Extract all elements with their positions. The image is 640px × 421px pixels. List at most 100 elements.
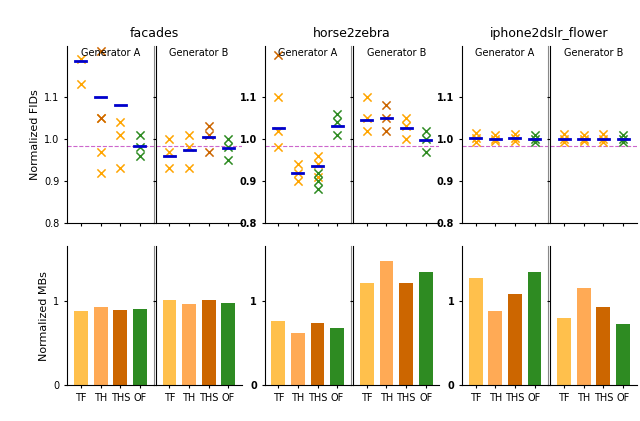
Point (312, 161, 323, 168)
Point (559, 139, 569, 145)
Point (598, 135, 609, 142)
Point (470, 135, 481, 141)
Point (135, 144, 145, 151)
Bar (271, 321, 285, 385)
Bar (360, 283, 374, 385)
Point (381, 127, 392, 134)
Bar (113, 310, 127, 385)
Bar (182, 304, 196, 385)
Point (312, 186, 323, 193)
Text: Generator A: Generator A (81, 48, 140, 58)
Point (420, 136, 431, 142)
Point (115, 119, 125, 125)
Text: iphone2dslr_flower: iphone2dslr_flower (490, 27, 609, 40)
Point (273, 127, 284, 134)
Point (420, 127, 431, 134)
Bar (74, 311, 88, 385)
Text: Generator A: Generator A (278, 48, 337, 58)
Bar (508, 294, 522, 385)
Point (490, 136, 500, 142)
Point (76, 56, 86, 62)
Point (76, 22, 86, 29)
Point (312, 178, 323, 184)
Point (184, 165, 194, 172)
Bar (528, 272, 541, 385)
Bar (163, 300, 176, 385)
Point (332, 110, 342, 117)
Point (510, 131, 520, 137)
Point (529, 131, 540, 138)
Point (95, 169, 106, 176)
Point (115, 165, 125, 172)
Point (579, 136, 589, 142)
Point (135, 152, 145, 159)
Point (273, 93, 284, 100)
Point (76, 81, 86, 88)
Y-axis label: Normalized FIDs: Normalized FIDs (30, 89, 40, 180)
Text: facades: facades (130, 27, 179, 40)
Point (529, 139, 540, 145)
Point (510, 135, 520, 141)
Point (95, 115, 106, 121)
Bar (399, 283, 413, 385)
Point (312, 173, 323, 180)
Bar (93, 307, 108, 385)
Point (559, 135, 569, 142)
Bar (133, 309, 147, 385)
Bar (596, 307, 611, 385)
Point (204, 131, 214, 138)
Text: Generator B: Generator B (367, 48, 426, 58)
Point (204, 148, 214, 155)
Text: Generator A: Generator A (476, 48, 535, 58)
Bar (221, 303, 236, 385)
Point (95, 148, 106, 155)
Point (362, 127, 372, 134)
Point (184, 144, 194, 151)
Point (618, 136, 628, 142)
Point (332, 131, 342, 138)
Bar (380, 261, 393, 385)
Point (579, 138, 589, 145)
Point (362, 93, 372, 100)
Bar (557, 318, 571, 385)
Point (164, 165, 175, 172)
Bar (419, 272, 433, 385)
Point (223, 157, 234, 163)
Point (204, 123, 214, 130)
Point (579, 131, 589, 138)
Bar (291, 333, 305, 385)
Point (95, 47, 106, 54)
Text: horse2zebra: horse2zebra (313, 27, 391, 40)
Point (420, 148, 431, 155)
Point (618, 139, 628, 145)
Point (312, 169, 323, 176)
Point (470, 129, 481, 136)
Point (401, 123, 411, 130)
Bar (616, 324, 630, 385)
Point (293, 169, 303, 176)
Point (273, 144, 284, 151)
Point (401, 115, 411, 121)
Point (95, 115, 106, 121)
Point (401, 136, 411, 142)
Bar (311, 323, 324, 385)
Bar (468, 278, 483, 385)
Text: Generator B: Generator B (169, 48, 228, 58)
Bar (330, 328, 344, 385)
Point (184, 131, 194, 138)
Point (293, 178, 303, 184)
Point (135, 131, 145, 138)
Point (76, 35, 86, 41)
Point (332, 119, 342, 125)
Point (381, 102, 392, 109)
Y-axis label: Normalized MBs: Normalized MBs (39, 271, 49, 361)
Bar (488, 311, 502, 385)
Point (362, 115, 372, 121)
Point (164, 148, 175, 155)
Point (559, 131, 569, 137)
Point (312, 152, 323, 159)
Point (598, 139, 609, 145)
Point (223, 144, 234, 151)
Point (115, 0, 125, 3)
Point (618, 131, 628, 138)
